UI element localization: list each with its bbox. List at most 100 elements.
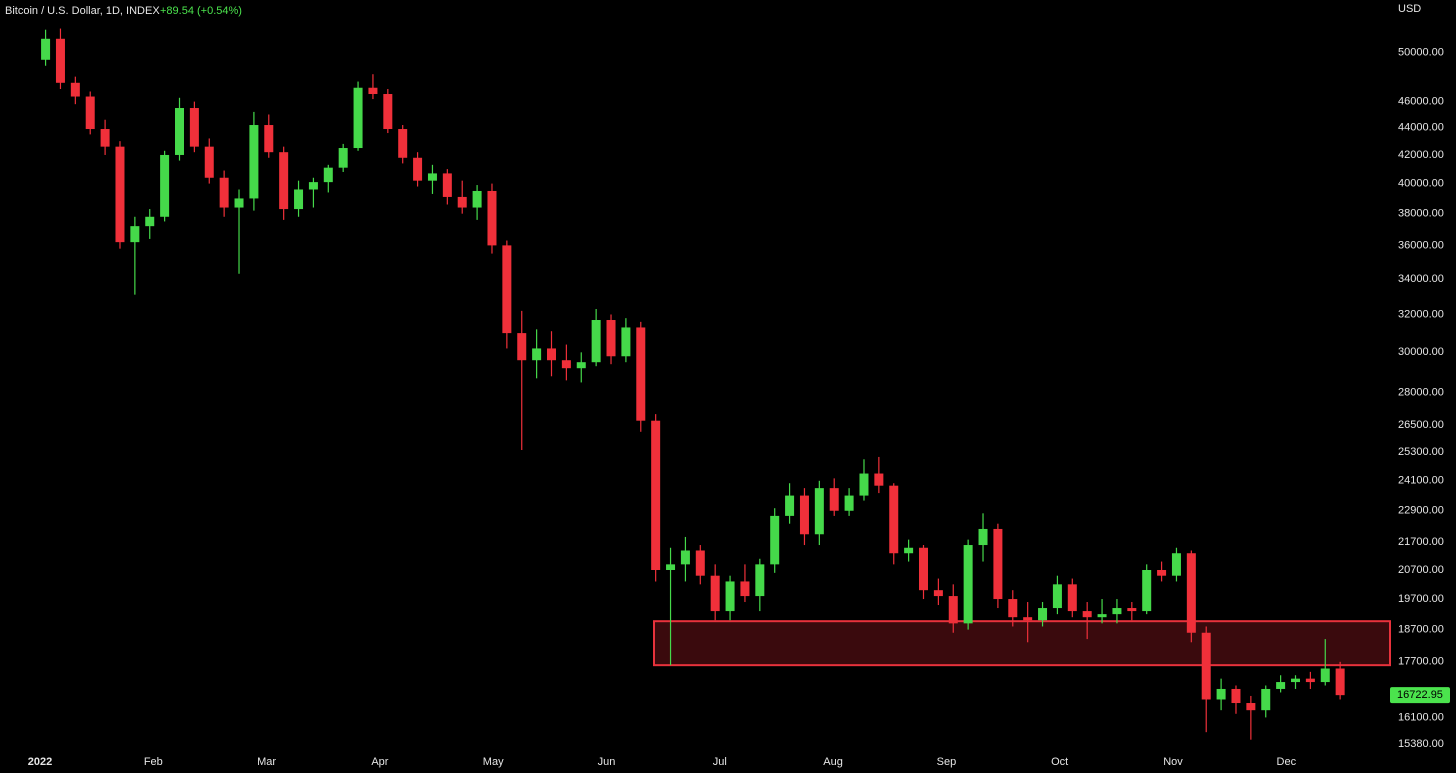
x-tick-label: Mar [257,756,276,768]
candle-body [175,108,184,155]
y-tick-label: 32000.00 [1398,308,1444,320]
x-tick-label: Apr [371,756,388,768]
x-tick-label: Aug [823,756,843,768]
x-tick-label: 2022 [28,756,52,768]
zone [653,620,1391,667]
candle-body [472,190,482,208]
candle-body [1291,678,1300,683]
y-tick-label: 24100.00 [1398,475,1444,487]
candle-body [1038,608,1048,621]
candle-body [457,196,467,208]
candle-body [785,495,795,516]
x-tick-label: Dec [1277,756,1297,768]
candle-body [844,495,854,511]
candle-body [70,82,80,97]
candle-body [1305,678,1315,683]
candle-body [1142,569,1152,612]
candle-body [919,547,928,591]
candle-body [978,528,988,546]
candle-body [353,87,363,149]
candle-body [1186,553,1196,633]
candle-body [1171,553,1181,576]
y-axis-label: USD [1398,3,1421,15]
candle-body [859,473,869,496]
candle-body [1231,688,1241,704]
candle-body [398,129,408,158]
candle-body [1067,584,1077,612]
candle-body [561,360,571,369]
y-tick-label: 34000.00 [1398,273,1444,285]
candle-body [829,488,839,511]
candle-body [100,129,110,147]
candle-body [264,125,274,153]
candle-body [651,420,661,570]
candle-body [189,108,199,147]
candle-body [948,596,958,624]
candle-body [1023,617,1033,621]
candle-body [1127,608,1137,612]
y-tick-label: 16100.00 [1398,711,1444,723]
x-tick-label: Nov [1163,756,1183,768]
y-tick-label: 36000.00 [1398,239,1444,251]
candle-body [368,87,378,95]
y-tick-label: 50000.00 [1398,47,1444,59]
x-tick-label: Jun [598,756,616,768]
candle-body [55,38,65,83]
y-tick-label: 17700.00 [1398,656,1444,668]
y-tick-label: 18700.00 [1398,624,1444,636]
candle-body [517,333,527,361]
candle-body [636,327,646,421]
y-tick-label: 19700.00 [1398,593,1444,605]
y-tick-label: 40000.00 [1398,177,1444,189]
candle-body [1112,608,1122,615]
candle-body [933,590,943,597]
candle-body [740,581,750,597]
candle-body [1276,682,1286,689]
candle-body [41,38,51,60]
price-change: +89.54 (+0.54%) [160,5,242,17]
y-tick-label: 30000.00 [1398,346,1444,358]
y-tick-label: 44000.00 [1398,122,1444,134]
candle-body [1216,688,1226,700]
candle-body [249,125,259,199]
candle-body [130,226,140,243]
y-tick-label: 46000.00 [1398,96,1444,108]
candle-body [338,148,348,168]
candle-body [323,167,333,183]
candle-body [413,157,423,181]
candle-body [308,182,318,190]
y-tick-label: 28000.00 [1398,387,1444,399]
candle-body [1261,688,1271,711]
y-tick-label: 42000.00 [1398,149,1444,161]
candle-body [874,473,884,486]
y-tick-label: 38000.00 [1398,208,1444,220]
candle-body [1008,599,1018,618]
y-tick-label: 25300.00 [1398,446,1444,458]
y-tick-label: 20700.00 [1398,564,1444,576]
candle-body [502,245,512,334]
candle-body [204,146,214,178]
candle-body [963,545,973,624]
candle-body [799,495,809,535]
y-tick-label: 26500.00 [1398,419,1444,431]
candle-body [770,515,780,565]
candle-body [1201,632,1211,700]
candle-body [666,564,676,570]
candle-body [1335,668,1345,696]
candle-body [621,327,631,357]
candle-body [1052,584,1062,609]
candle-body [1157,569,1167,576]
candle-body [1246,703,1256,711]
candle-body [576,362,586,369]
x-tick-label: Jul [713,756,727,768]
candle-body [383,94,393,130]
candle-body [755,564,765,597]
y-tick-label: 22900.00 [1398,505,1444,517]
candle-body [993,528,1003,600]
x-tick-label: Sep [937,756,957,768]
candle-body [487,190,497,246]
candle-body [294,189,304,210]
candle-body [279,152,289,210]
